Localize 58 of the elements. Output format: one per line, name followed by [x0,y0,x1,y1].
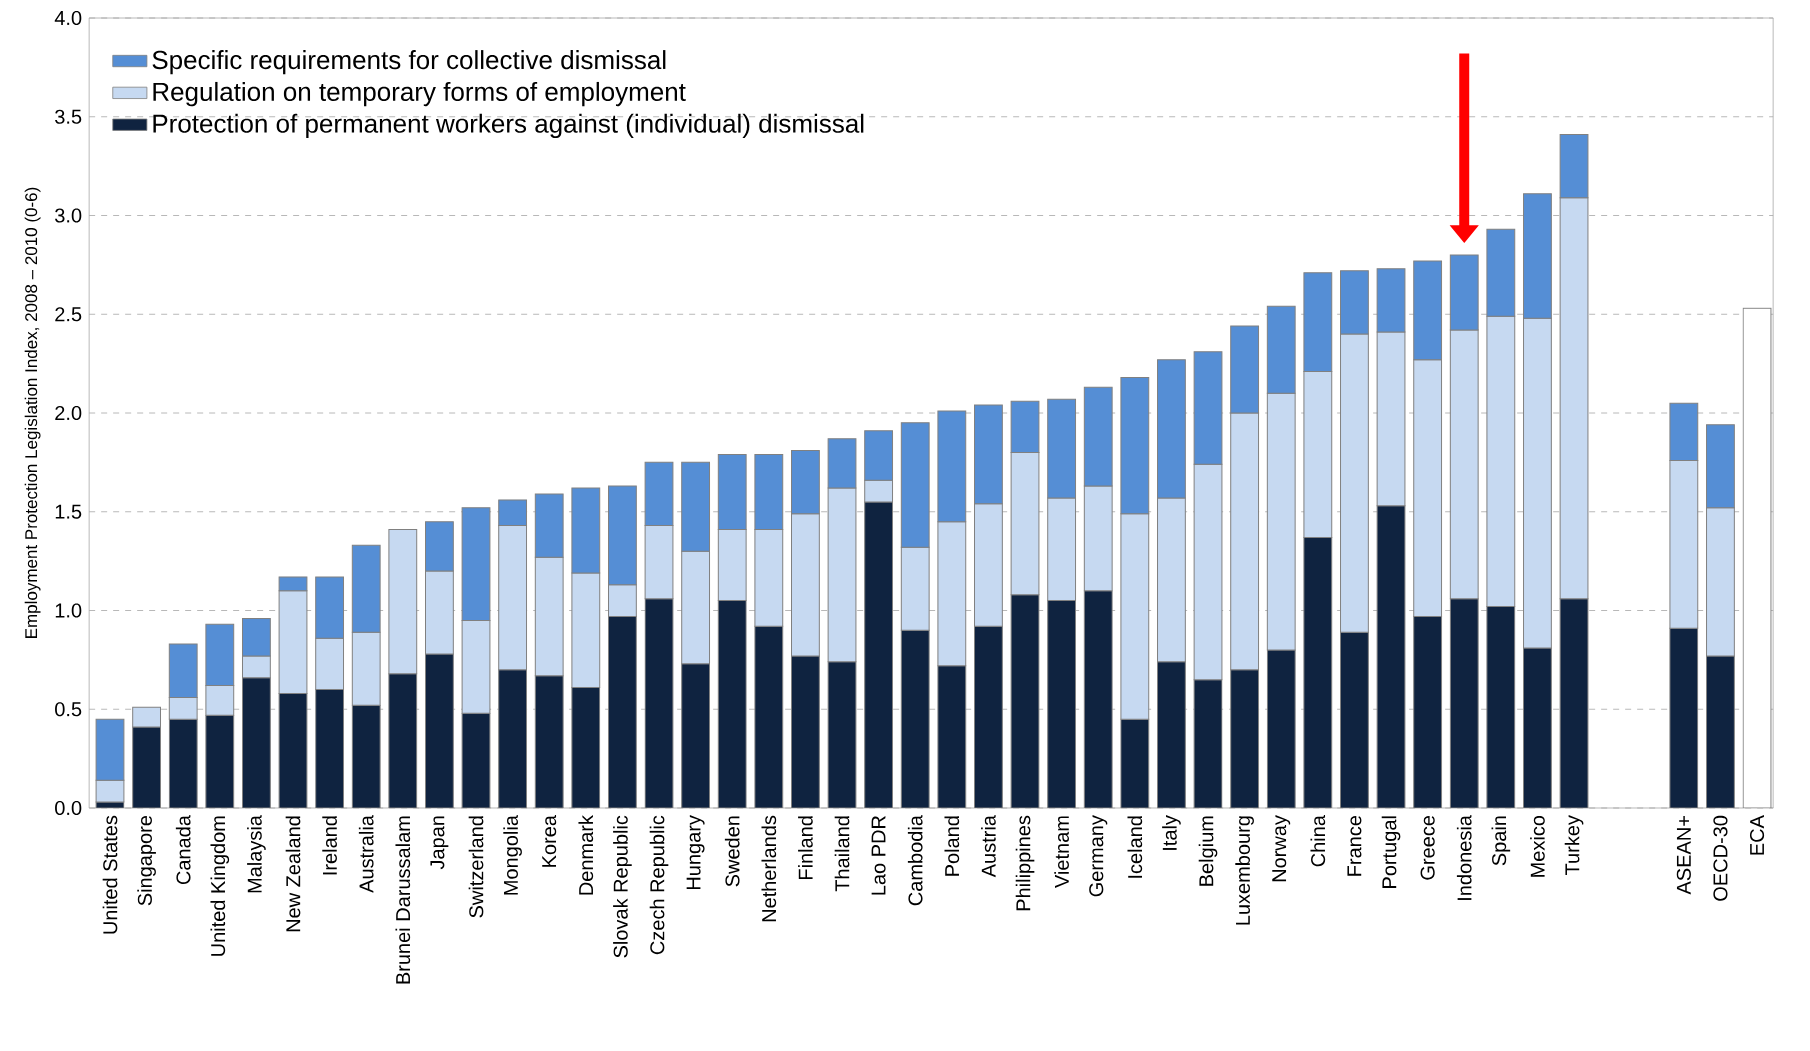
x-tick-label: Netherlands [761,815,777,922]
x-tick-label: ECA [1749,815,1765,855]
x-tick-label: Vietnam [1054,816,1069,888]
x-tick-label: Italy [1162,815,1181,850]
y-tick-label: 1.5 [55,504,82,519]
x-tick-label: Greece [1420,815,1435,880]
x-tick-label: Germany [1089,815,1108,897]
y-tick-label: 0.5 [55,702,82,717]
y-tick-label: 3.0 [55,208,82,223]
x-tick-label: Korea [542,815,557,867]
x-tick-label: Iceland [1127,816,1143,878]
x-tick-label: New Zealand [285,816,301,932]
x-tick-label: Austria [981,815,996,878]
x-tick-label: Czech Republic [649,815,669,955]
x-tick-label: Malaysia [247,815,266,893]
x-tick-label: Australia [358,815,374,893]
x-tick-label: Sweden [724,816,740,887]
x-tick-label: Poland [944,816,960,876]
bar [1742,307,1772,808]
x-tick-label: Indonesia [1456,815,1472,900]
x-tick-label: Spain [1491,816,1511,866]
x-tick-label: Norway [1272,815,1291,882]
x-tick-label: Cambodia [907,815,923,906]
y-tick-label: 4.0 [54,10,82,26]
y-tick-label: 3.5 [55,109,82,124]
x-tick-label: Hungary [686,815,705,890]
x-tick-label: Singapore [137,815,156,906]
legend-label: Protection of permanent workers against (individual) dismissal [153,113,864,139]
y-tick-label: 1.0 [55,603,82,618]
legend-label: Specific requirements for collective dismissal [152,50,666,75]
x-tick-label: Brunei Darussalam [395,816,411,984]
y-tick-label: 0.0 [55,800,82,816]
x-tick-label: ASEAN+ [1676,816,1691,895]
y-tick-label: 2.0 [55,405,82,421]
x-tick-label: China [1310,815,1326,867]
x-tick-label: Slovak Republic [613,815,632,958]
x-tick-label: United States [102,815,118,934]
x-tick-label: France [1347,815,1362,876]
x-tick-label: Lao PDR [871,816,886,895]
x-tick-label: Finland [798,816,813,880]
legend-label: Regulation on temporary forms of employment [153,81,686,107]
x-tick-label: Philippines [1015,815,1035,911]
x-tick-label: Luxembourg [1235,816,1254,925]
x-tick-label: OECD-30 [1713,815,1728,901]
x-tick-label: Turkey [1564,815,1584,876]
y-tick-label: 2.5 [55,307,82,322]
x-tick-label: Thailand [834,816,850,892]
y-axis-title: Employment Protection Legislation Index, 2008 – 2010 (0-6) [24,187,41,638]
x-tick-label: Japan [430,816,449,870]
x-tick-label: Portugal [1381,816,1401,888]
x-tick-label: Mongolia [503,815,522,895]
x-tick-label: Mexico [1530,815,1545,877]
x-tick-label: Belgium [1198,816,1218,886]
x-tick-label: Denmark [578,815,594,895]
x-tick-label: Switzerland [468,816,484,918]
x-tick-label: Canada [175,815,191,885]
x-tick-label: Ireland [322,816,337,875]
x-tick-label: United Kingdom [210,816,230,956]
